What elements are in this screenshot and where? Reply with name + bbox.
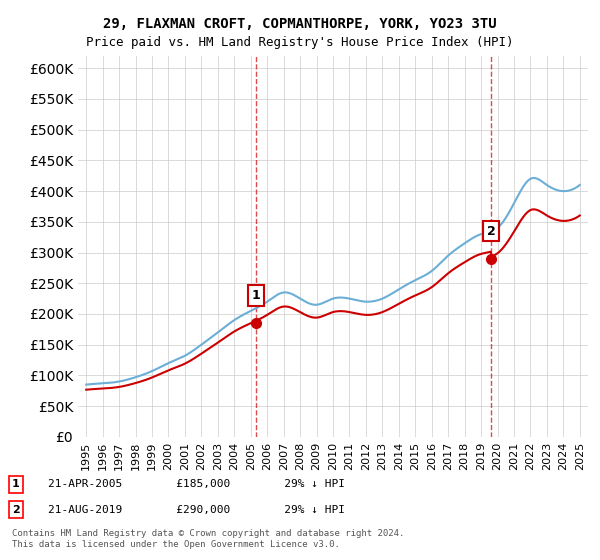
Text: 21-APR-2005        £185,000        29% ↓ HPI: 21-APR-2005 £185,000 29% ↓ HPI (48, 479, 345, 489)
Text: Contains HM Land Registry data © Crown copyright and database right 2024.
This d: Contains HM Land Registry data © Crown c… (12, 529, 404, 549)
Text: 21-AUG-2019        £290,000        29% ↓ HPI: 21-AUG-2019 £290,000 29% ↓ HPI (48, 505, 345, 515)
Text: 1: 1 (251, 289, 260, 302)
Text: 2: 2 (487, 225, 496, 237)
Text: 2: 2 (12, 505, 20, 515)
Text: Price paid vs. HM Land Registry's House Price Index (HPI): Price paid vs. HM Land Registry's House … (86, 36, 514, 49)
Text: 1: 1 (12, 479, 20, 489)
Text: 29, FLAXMAN CROFT, COPMANTHORPE, YORK, YO23 3TU: 29, FLAXMAN CROFT, COPMANTHORPE, YORK, Y… (103, 17, 497, 31)
